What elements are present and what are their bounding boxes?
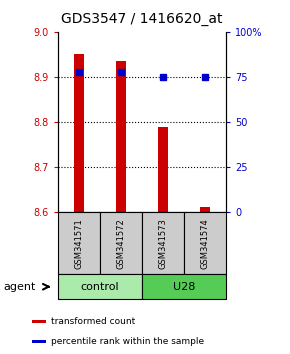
Bar <box>200 207 211 212</box>
Text: GSM341573: GSM341573 <box>159 218 168 269</box>
Text: GSM341572: GSM341572 <box>117 218 126 269</box>
Bar <box>74 55 84 212</box>
Text: GSM341574: GSM341574 <box>201 218 210 269</box>
Bar <box>58 274 142 299</box>
Bar <box>142 212 184 274</box>
Bar <box>58 212 100 274</box>
Text: transformed count: transformed count <box>51 317 135 326</box>
Text: U28: U28 <box>173 282 195 292</box>
Text: GSM341571: GSM341571 <box>75 218 84 269</box>
Text: percentile rank within the sample: percentile rank within the sample <box>51 337 204 346</box>
Bar <box>158 127 168 212</box>
Bar <box>100 212 142 274</box>
Text: agent: agent <box>3 282 35 292</box>
Text: GDS3547 / 1416620_at: GDS3547 / 1416620_at <box>61 12 223 27</box>
Bar <box>184 212 226 274</box>
Bar <box>142 274 226 299</box>
Bar <box>32 341 46 343</box>
Text: control: control <box>81 282 119 292</box>
Bar <box>32 320 46 323</box>
Bar <box>116 61 126 212</box>
